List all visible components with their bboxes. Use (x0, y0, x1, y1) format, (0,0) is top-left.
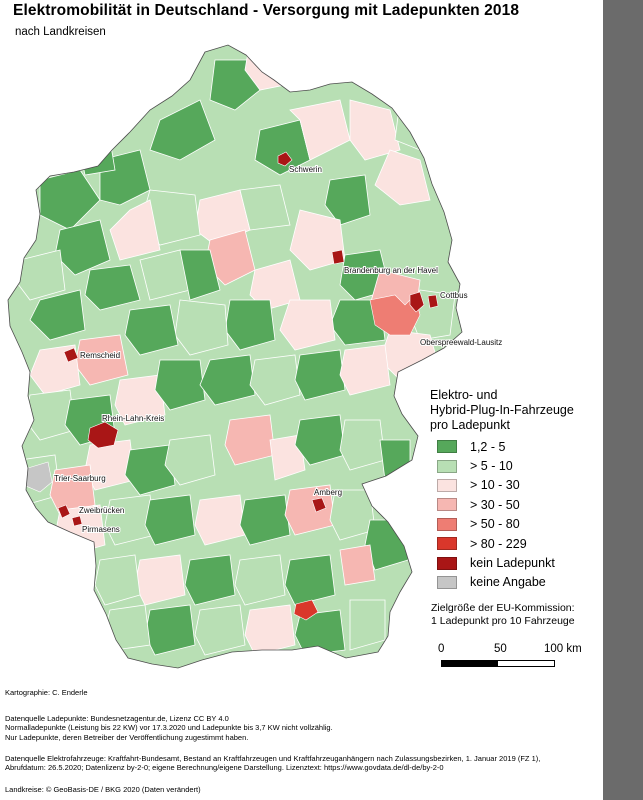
legend-title: Elektro- und Hybrid-Plug-In-Fahrzeuge pr… (430, 388, 600, 433)
legend-swatch (437, 517, 457, 531)
map-page: Elektromobilität in Deutschland - Versor… (5, 2, 601, 794)
eu-note-line: 1 Ladepunkt pro 10 Fahrzeuge (431, 614, 575, 627)
label-brandenburg: Brandenburg an der Havel (344, 266, 438, 275)
footer-landkreise: Landkreise: © GeoBasis-DE / BKG 2020 (Da… (5, 785, 201, 794)
right-margin-bar (603, 0, 643, 800)
footer-line: Abrufdatum: 26.5.2020; Datenlizenz by-2-… (5, 763, 444, 773)
legend-item: > 10 - 30 (437, 476, 555, 495)
footer-line: Datenquelle Ladepunkte: Bundesnetzagentu… (5, 714, 229, 723)
label-remscheid: Remscheid (80, 351, 120, 360)
legend-label: > 80 - 229 (470, 536, 527, 551)
legend-swatch (437, 478, 457, 492)
label-amberg: Amberg (314, 488, 342, 497)
legend-swatch (437, 575, 457, 589)
label-zweibruecken: Zweibrücken (79, 506, 124, 515)
legend-item: > 5 - 10 (437, 456, 555, 475)
legend-item: 1,2 - 5 (437, 437, 555, 456)
city-labels: Schwerin Brandenburg an der Havel Cottbu… (53, 164, 503, 535)
label-oberspreewald-lausitz: Oberspreewald-Lausitz (420, 338, 502, 347)
legend-label: 1,2 - 5 (470, 439, 506, 454)
legend-title-line: Hybrid-Plug-In-Fahrzeuge (430, 403, 574, 417)
label-rhein-lahn-kreis: Rhein-Lahn-Kreis (102, 414, 164, 423)
legend-label: > 50 - 80 (470, 517, 520, 532)
scale-bar (441, 660, 555, 667)
germany-choropleth-map: Schwerin Brandenburg an der Havel Cottbu… (7, 44, 503, 669)
map-title: Elektromobilität in Deutschland - Versor… (13, 2, 520, 19)
legend-label: > 10 - 30 (470, 478, 520, 493)
legend-swatch (437, 440, 457, 454)
footer-line: Normalladepunkte (Leistung bis 22 KW) vo… (5, 723, 333, 733)
legend-swatch (437, 498, 457, 512)
legend-swatch (437, 459, 457, 473)
label-trier-saarburg: Trier-Saarburg (54, 474, 106, 483)
map-subtitle: nach Landkreisen (15, 26, 106, 38)
label-cottbus: Cottbus (440, 291, 468, 300)
footer-line: Nur Ladepunkte, deren Betreiber der Verö… (5, 732, 249, 742)
label-pirmasens: Pirmasens (82, 525, 120, 534)
legend-item: > 80 - 229 (437, 534, 555, 553)
legend-label: kein Ladepunkt (470, 556, 555, 571)
scale-bar-segment (442, 661, 498, 666)
legend-title-line: pro Ladepunkt (430, 418, 510, 432)
scale-label-100: 100 km (544, 643, 582, 655)
legend-item: kein Ladepunkt (437, 553, 555, 572)
label-schwerin: Schwerin (289, 165, 322, 174)
scale-label-0: 0 (438, 643, 445, 655)
legend-label: > 30 - 50 (470, 497, 520, 512)
eu-target-note: Zielgröße der EU-Kommission: 1 Ladepunkt… (431, 602, 601, 627)
footer-datenquelle-ladepunkte: Datenquelle Ladepunkte: Bundesnetzagentu… (5, 714, 595, 742)
legend-title-line: Elektro- und (430, 388, 498, 402)
footer-kartographie: Kartographie: C. Enderle (5, 688, 88, 697)
legend-item: > 50 - 80 (437, 515, 555, 534)
footer-datenquelle-fahrzeuge: Datenquelle Elektrofahrzeuge: Kraftfahrt… (5, 754, 595, 773)
legend-item: keine Angabe (437, 573, 555, 592)
footer-line: Datenquelle Elektrofahrzeuge: Kraftfahrt… (5, 754, 541, 763)
scale-label-50: 50 (494, 643, 507, 655)
legend-label: keine Angabe (470, 575, 546, 590)
eu-note-line: Zielgröße der EU-Kommission: (431, 602, 575, 614)
legend-item: > 30 - 50 (437, 495, 555, 514)
legend: 1,2 - 5 > 5 - 10 > 10 - 30 > 30 - 50 > 50 - … (437, 437, 555, 592)
legend-swatch (437, 537, 457, 551)
legend-label: > 5 - 10 (470, 459, 513, 474)
scale-bar-segment (498, 661, 554, 666)
legend-swatch (437, 556, 457, 570)
